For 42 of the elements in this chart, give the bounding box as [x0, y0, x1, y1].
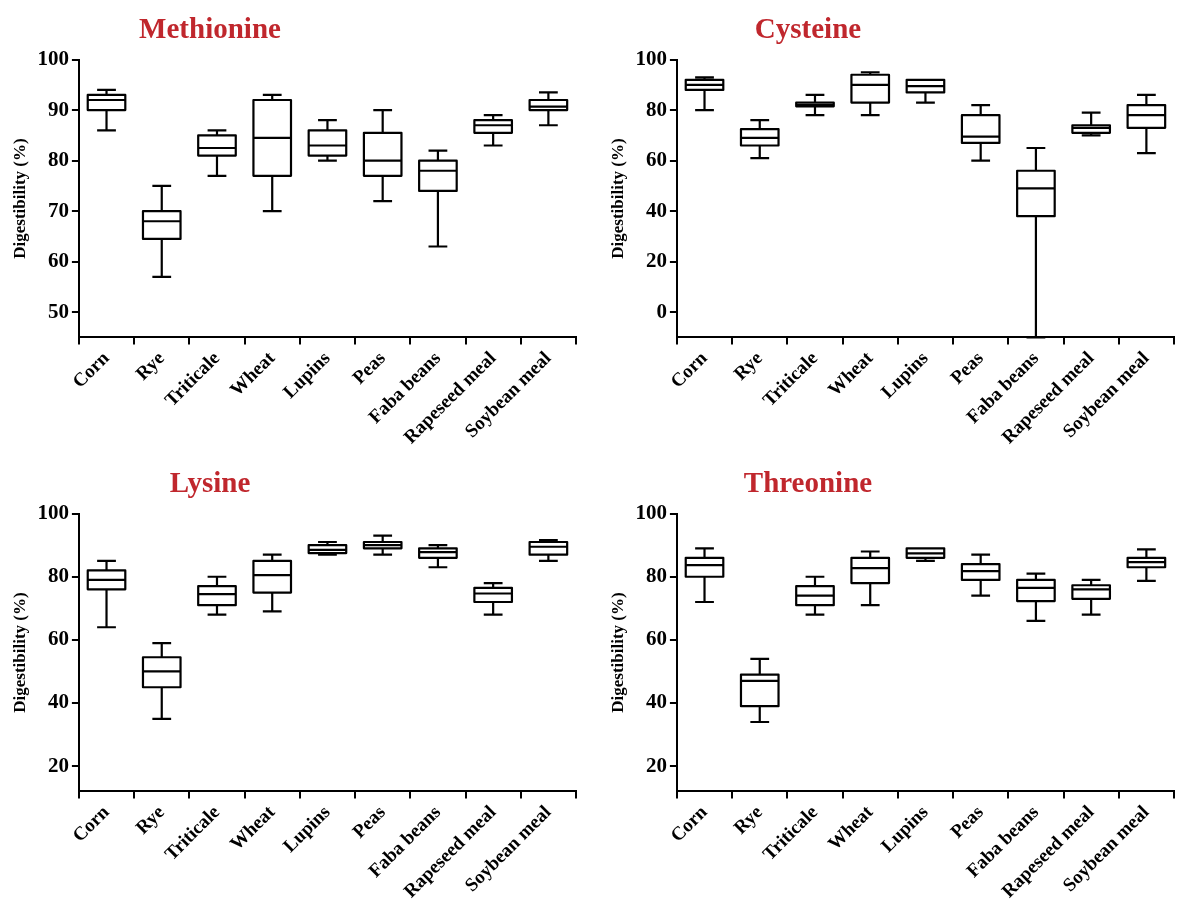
x-tick-label: Rye — [729, 346, 767, 384]
y-tick-label: 60 — [47, 248, 69, 273]
chart-title: Methionine — [138, 12, 282, 45]
x-tick-label: Peas — [348, 346, 389, 388]
x-tick-label: Peas — [946, 800, 987, 842]
y-tick-label: 60 — [645, 626, 667, 651]
y-tick-label: 80 — [47, 563, 69, 588]
y-tick-label: 40 — [645, 689, 667, 714]
y-tick-label: 60 — [645, 147, 667, 172]
x-tick-label: Rye — [131, 800, 169, 838]
y-tick-label: 100 — [37, 46, 69, 71]
chart-title: Cysteine — [753, 12, 863, 45]
y-tick-label: 100 — [635, 46, 667, 71]
y-tick-label: 20 — [645, 752, 667, 777]
y-tick-label: 80 — [645, 96, 667, 121]
y-tick-label: 40 — [645, 197, 667, 222]
y-axis-title: Digestibility (%) — [607, 138, 627, 259]
y-tick-label: 20 — [645, 248, 667, 273]
y-tick-label: 0 — [656, 298, 667, 323]
chart-title: Lysine — [168, 466, 252, 499]
x-tick-label: Peas — [946, 346, 987, 388]
y-tick-label: 50 — [47, 298, 69, 323]
x-tick-label: Rye — [131, 346, 169, 384]
y-tick-label: 20 — [47, 752, 69, 777]
x-tick-label: Peas — [348, 800, 389, 842]
y-tick-label: 80 — [47, 147, 69, 172]
x-tick-label: Corn — [666, 800, 712, 846]
y-axis-title: Digestibility (%) — [607, 592, 627, 713]
y-tick-label: 40 — [47, 689, 69, 714]
y-tick-label: 70 — [47, 197, 69, 222]
x-tick-label: Corn — [68, 346, 114, 392]
x-tick-label: Corn — [68, 800, 114, 846]
y-tick-label: 90 — [47, 96, 69, 121]
y-tick-label: 80 — [645, 563, 667, 588]
y-tick-label: 100 — [635, 500, 667, 525]
x-tick-label: Corn — [666, 346, 712, 392]
y-axis-title: Digestibility (%) — [9, 592, 29, 713]
y-axis-title: Digestibility (%) — [9, 138, 29, 259]
y-tick-label: 60 — [47, 626, 69, 651]
chart-title: Threonine — [742, 466, 874, 499]
x-tick-label: Rye — [729, 800, 767, 838]
y-tick-label: 100 — [37, 500, 69, 525]
